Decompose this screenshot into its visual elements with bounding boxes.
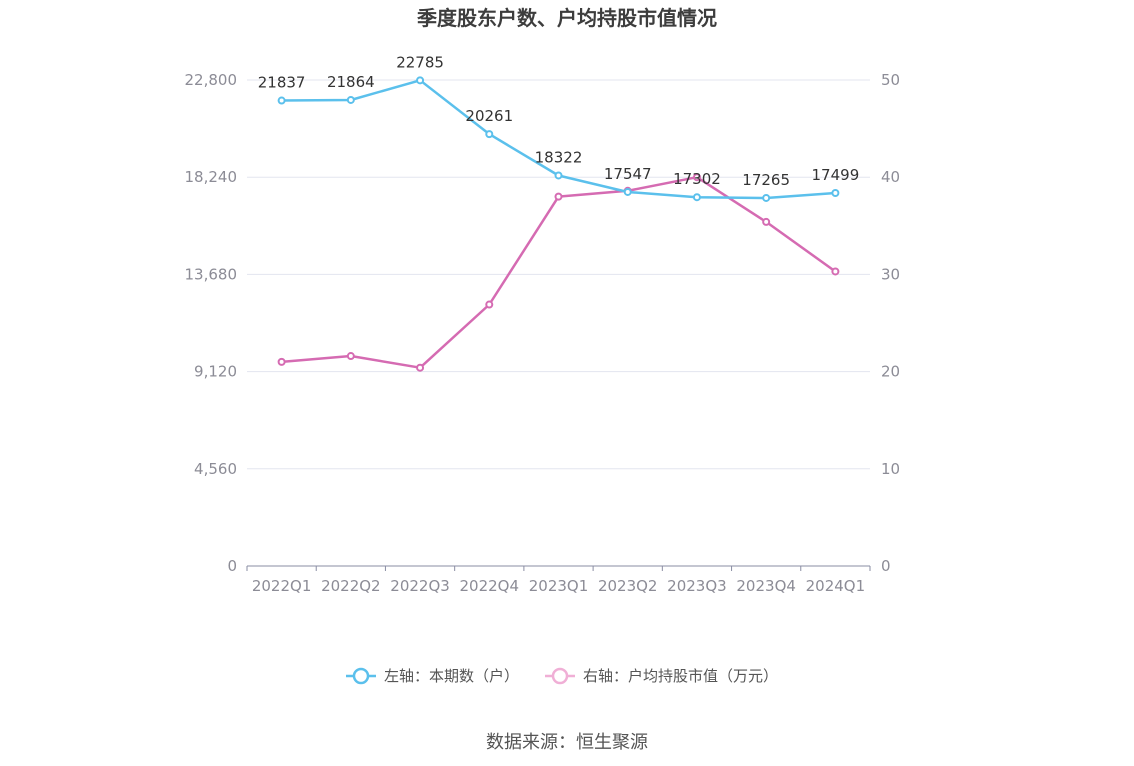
data-point[interactable]: [485, 300, 494, 309]
data-point[interactable]: [762, 217, 771, 226]
left-axis: 0 4,560 9,120 13,680 18,240 22,800: [185, 71, 238, 575]
x-tick-label: 2022Q4: [460, 577, 520, 595]
data-label: 21837: [258, 74, 306, 92]
right-tick-label: 50: [881, 71, 900, 89]
legend-label: 左轴：本期数（户）: [384, 667, 519, 685]
x-tick-label: 2023Q4: [736, 577, 796, 595]
x-tick-label: 2023Q2: [598, 577, 658, 595]
right-tick-label: 20: [881, 363, 900, 381]
data-label: 22785: [396, 53, 444, 71]
right-axis: 0 10 20 30 40 50: [881, 71, 900, 575]
left-tick-label: 22,800: [185, 71, 238, 89]
data-point[interactable]: [554, 192, 563, 201]
legend-marker-icon: [551, 667, 569, 685]
data-point[interactable]: [277, 357, 286, 366]
data-label: 17302: [673, 170, 721, 188]
data-label: 17547: [604, 165, 652, 183]
x-tick-label: 2023Q1: [529, 577, 589, 595]
data-point[interactable]: [692, 193, 701, 202]
data-labels: 21837 21864 22785 20261 18322 17547 17302 17265…: [258, 53, 859, 189]
data-label: 18322: [535, 148, 583, 166]
legend-item-1[interactable]: 左轴：本期数（户）: [346, 667, 519, 685]
left-tick-label: 9,120: [194, 363, 237, 381]
right-tick-label: 10: [881, 460, 900, 478]
left-tick-label: 0: [227, 557, 237, 575]
data-point[interactable]: [416, 76, 425, 85]
chart-title: 季度股东户数、户均持股市值情况: [416, 6, 717, 30]
data-point[interactable]: [416, 363, 425, 372]
data-point[interactable]: [831, 267, 840, 276]
left-tick-label: 4,560: [194, 460, 237, 478]
source-note: 数据来源：恒生聚源: [486, 732, 648, 753]
data-point[interactable]: [623, 187, 632, 196]
legend-marker-icon: [352, 667, 370, 685]
left-tick-label: 13,680: [185, 265, 238, 283]
series-line-2: [281, 175, 837, 369]
legend-item-2[interactable]: 右轴：户均持股市值（万元）: [545, 667, 778, 685]
data-point[interactable]: [554, 171, 563, 180]
data-label: 17265: [742, 171, 790, 189]
data-point[interactable]: [831, 188, 840, 197]
data-point[interactable]: [346, 352, 355, 361]
left-tick-label: 18,240: [185, 168, 238, 186]
data-point[interactable]: [762, 193, 771, 202]
grid-lines: [247, 79, 870, 470]
data-point[interactable]: [485, 130, 494, 139]
x-tick-label: 2022Q3: [390, 577, 450, 595]
data-point[interactable]: [692, 173, 701, 182]
data-point[interactable]: [277, 96, 286, 105]
legend[interactable]: 左轴：本期数（户） 右轴：户均持股市值（万元）: [346, 667, 778, 685]
x-tick-label: 2023Q3: [667, 577, 727, 595]
legend-label: 右轴：户均持股市值（万元）: [583, 667, 778, 685]
right-tick-label: 30: [881, 265, 900, 283]
x-tick-label: 2024Q1: [806, 577, 866, 595]
x-tick-label: 2022Q1: [252, 577, 312, 595]
right-tick-label: 0: [881, 557, 891, 575]
right-tick-label: 40: [881, 168, 900, 186]
data-point[interactable]: [346, 95, 355, 104]
x-tick-label: 2022Q2: [321, 577, 381, 595]
data-label: 17499: [812, 166, 860, 184]
data-label: 20261: [465, 107, 513, 125]
data-label: 21864: [327, 73, 375, 91]
series-layer: [277, 76, 840, 372]
x-axis: 2022Q1 2022Q2 2022Q3 2022Q4 2023Q1 2023Q2 2023…: [246, 565, 871, 595]
